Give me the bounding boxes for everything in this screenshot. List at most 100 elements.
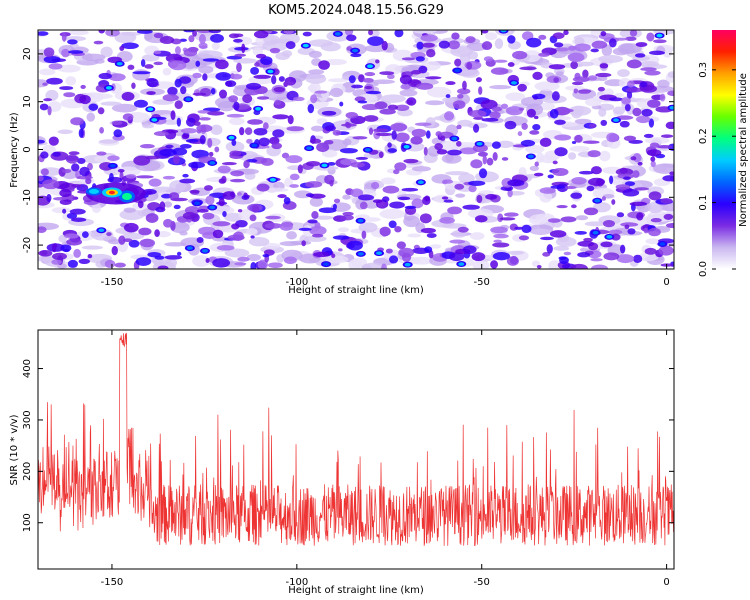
- heatmap-cell: [127, 64, 135, 70]
- heatmap-cell: [602, 194, 615, 199]
- heatmap-cell: [186, 246, 193, 250]
- heatmap-cell: [357, 100, 368, 104]
- heatmap-cell: [121, 42, 139, 50]
- heatmap-cell: [321, 110, 337, 116]
- heatmap-cell: [119, 45, 125, 52]
- heatmap-cell: [623, 135, 637, 142]
- heatmap-cell: [351, 84, 364, 89]
- heatmap-cell: [327, 161, 336, 166]
- heatmap-cell: [145, 155, 161, 160]
- heatmap-cell: [644, 137, 670, 145]
- heatmap-cell: [251, 143, 258, 148]
- heatmap-cell: [410, 136, 423, 145]
- heatmap-cell: [225, 141, 245, 153]
- heatmap-cell: [228, 33, 240, 39]
- heatmap-cell: [51, 259, 62, 265]
- heatmap-cell: [298, 227, 312, 231]
- heatmap-cell: [196, 129, 202, 134]
- heatmap-cell: [361, 103, 380, 111]
- heatmap-cell: [531, 228, 552, 235]
- heatmap-cell: [575, 215, 589, 221]
- heatmap-cell: [375, 132, 393, 137]
- heatmap-cell: [174, 100, 183, 109]
- heatmap-cell: [615, 184, 631, 190]
- heatmap-cell: [194, 201, 201, 206]
- heatmap-cell: [185, 138, 199, 143]
- heatmap-cell: [97, 107, 105, 115]
- heatmap-cell: [590, 166, 602, 175]
- heatmap-cell: [505, 92, 526, 102]
- heatmap-cell: [507, 189, 513, 198]
- heatmap-cell: [663, 213, 674, 220]
- heatmap-cell: [443, 199, 454, 203]
- heatmap-cell: [456, 88, 471, 95]
- heatmap-cell: [310, 94, 318, 104]
- heatmap-cell: [309, 225, 327, 236]
- heatmap-cell: [459, 147, 478, 155]
- heatmap-cell: [215, 59, 229, 70]
- heatmap-cell: [352, 48, 359, 53]
- heatmap-cell: [71, 183, 82, 188]
- heatmap-cell: [222, 211, 227, 217]
- spectrogram-x-axis-label: Height of straight line (km): [288, 285, 424, 296]
- heatmap-cell: [403, 145, 410, 149]
- heatmap-cell: [633, 254, 643, 263]
- heatmap-cell: [425, 76, 442, 80]
- heatmap-cell: [451, 136, 458, 141]
- heatmap-cell: [324, 140, 334, 145]
- heatmap-cell: [400, 84, 411, 90]
- heatmap-cell: [491, 106, 502, 112]
- heatmap-cell: [538, 34, 547, 40]
- heatmap-cell: [198, 226, 216, 236]
- heatmap-cell: [65, 76, 77, 86]
- heatmap-cell: [489, 84, 512, 90]
- heatmap-cell: [192, 72, 202, 79]
- heatmap-cell: [198, 42, 208, 49]
- heatmap-cell: [286, 231, 297, 240]
- heatmap-cell: [212, 221, 231, 227]
- heatmap-cell: [193, 121, 201, 126]
- heatmap-cell: [486, 157, 494, 166]
- heatmap-cell: [199, 135, 206, 145]
- heatmap-cell: [81, 245, 104, 250]
- heatmap-cell: [606, 132, 619, 143]
- heatmap-cell: [517, 131, 523, 137]
- heatmap-cell: [597, 103, 615, 111]
- heatmap-cell: [179, 143, 192, 149]
- heatmap-cell: [420, 227, 436, 234]
- heatmap-cell: [613, 118, 620, 122]
- heatmap-cell: [325, 255, 349, 264]
- heatmap-cell: [379, 108, 396, 115]
- heatmap-cell: [123, 222, 139, 233]
- heatmap-cell: [659, 93, 666, 102]
- heatmap-cell: [260, 56, 273, 66]
- heatmap-cell: [243, 160, 250, 169]
- spectrogram-x-ticks: -150 -100 -50 0: [101, 30, 670, 288]
- heatmap-cell: [250, 261, 257, 269]
- heatmap-cell: [665, 222, 674, 229]
- heatmap-cell: [599, 150, 611, 162]
- heatmap-cell: [599, 63, 609, 69]
- snr-y-axis-label: SNR (10 * v/v): [9, 414, 20, 485]
- heatmap-cell: [438, 40, 450, 49]
- heatmap-cell: [208, 151, 214, 157]
- heatmap-cell: [553, 77, 559, 83]
- heatmap-cell: [76, 157, 86, 165]
- heatmap-cell: [608, 38, 617, 48]
- snr-x-axis-label: Height of straight line (km): [288, 585, 424, 596]
- heatmap-cell: [66, 238, 83, 246]
- heatmap-cell: [205, 195, 215, 205]
- heatmap-cell: [452, 100, 466, 110]
- heatmap-cell: [48, 63, 63, 70]
- heatmap-cell: [314, 90, 328, 94]
- heatmap-cell: [196, 209, 209, 213]
- heatmap-cell: [104, 259, 116, 269]
- heatmap-cell: [539, 137, 552, 147]
- heatmap-cell: [500, 103, 509, 109]
- heatmap-cell: [478, 86, 483, 95]
- heatmap-cell: [419, 213, 432, 224]
- heatmap-cell: [246, 138, 253, 144]
- heatmap-cell: [554, 119, 566, 125]
- heatmap-cell: [411, 198, 424, 209]
- heatmap-cell: [59, 189, 72, 198]
